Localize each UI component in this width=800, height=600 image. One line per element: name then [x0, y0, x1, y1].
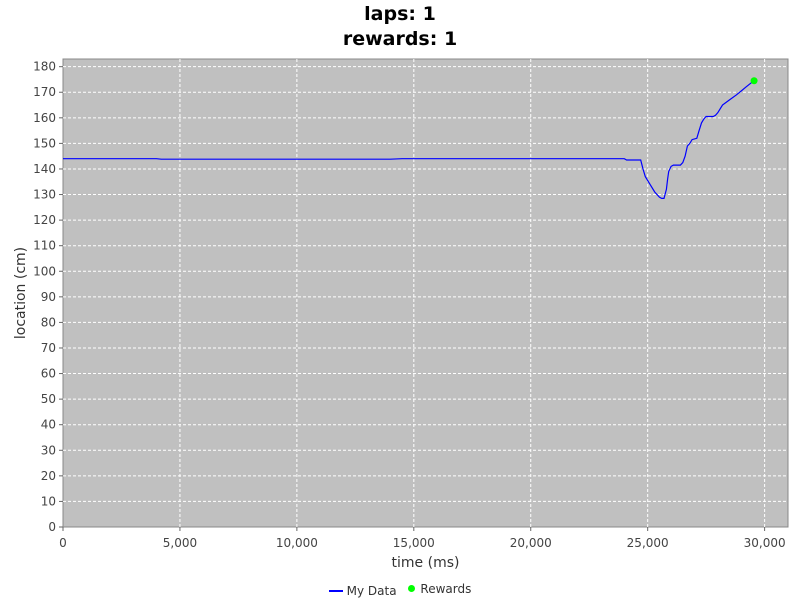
y-tick-label: 60	[41, 367, 56, 381]
x-tick-label: 10,000	[276, 536, 318, 550]
y-tick-label: 10	[41, 494, 56, 508]
title-rewards: rewards: 1	[342, 28, 458, 50]
y-tick-label: 160	[33, 111, 56, 125]
y-tick-label: 120	[33, 213, 56, 227]
axis-ticks: 0 5,000 10,000 15,000 20,000 25,000 30,000 0 10 2…	[33, 60, 786, 550]
legend-dot-swatch	[408, 585, 416, 592]
legend-line-swatch	[328, 590, 343, 592]
x-tick-label: 20,000	[510, 536, 552, 550]
x-tick-label: 5,000	[163, 536, 197, 550]
legend-item-my-data: My Data	[328, 584, 397, 598]
x-tick-label: 15,000	[393, 536, 435, 550]
legend: My Data Rewards	[0, 581, 800, 598]
grid-lines	[63, 59, 788, 527]
legend-label-rewards: Rewards	[420, 581, 472, 596]
plot-area	[62, 58, 789, 528]
reward-point	[750, 77, 758, 85]
y-tick-label: 40	[41, 418, 56, 432]
y-tick-label: 170	[33, 85, 56, 99]
title-laps: laps: 1	[364, 3, 436, 25]
x-axis-label: time (ms)	[392, 555, 460, 571]
x-tick-label: 0	[59, 536, 67, 550]
y-tick-label: 70	[41, 341, 56, 355]
y-tick-label: 30	[41, 443, 56, 457]
y-tick-label: 50	[41, 392, 56, 406]
y-tick-label: 180	[33, 60, 56, 74]
y-tick-label: 0	[48, 520, 56, 534]
y-axis-label: location (cm)	[13, 247, 29, 339]
y-tick-label: 90	[41, 290, 56, 304]
series-layer	[63, 77, 758, 199]
y-tick-label: 20	[41, 469, 56, 483]
x-tick-label: 25,000	[627, 536, 669, 550]
chart-titles: laps: 1 rewards: 1	[0, 2, 800, 52]
y-tick-label: 80	[41, 315, 56, 329]
y-tick-label: 130	[33, 188, 56, 202]
legend-item-rewards: Rewards	[408, 582, 471, 596]
y-tick-label: 110	[33, 239, 56, 253]
y-tick-label: 150	[33, 136, 56, 150]
y-tick-label: 100	[33, 264, 56, 278]
legend-label-my-data: My Data	[346, 584, 397, 598]
x-tick-label: 30,000	[744, 536, 786, 550]
y-tick-label: 140	[33, 162, 56, 176]
series-line-my-data	[63, 80, 755, 199]
